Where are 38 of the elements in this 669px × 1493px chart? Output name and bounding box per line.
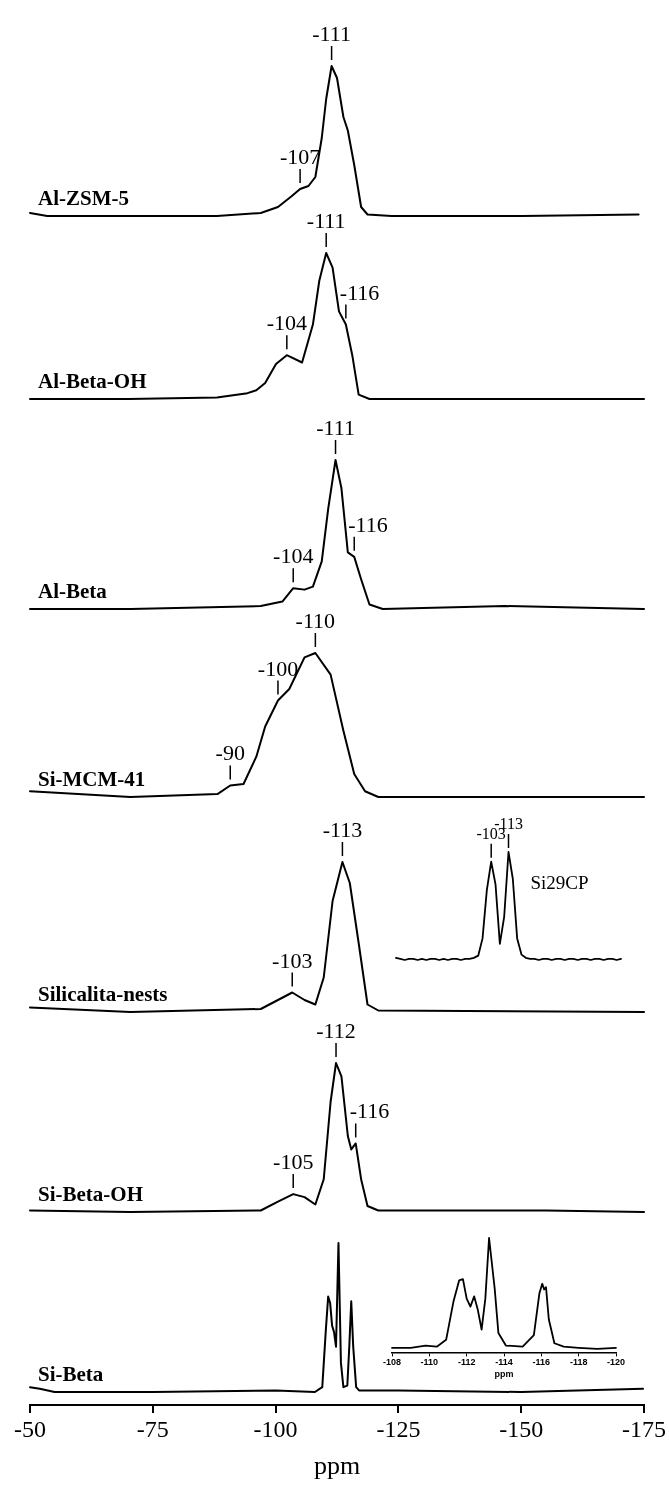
annotation: -116 bbox=[348, 511, 388, 537]
series-label: Silicalita-nests bbox=[38, 982, 168, 1006]
annotation: -100 bbox=[257, 655, 299, 681]
annotation: -104 bbox=[266, 310, 307, 336]
annotation: -103 bbox=[272, 947, 313, 973]
annotation: -111 bbox=[312, 21, 351, 46]
x-tick-label: -112 bbox=[457, 1357, 476, 1368]
series-label: Al-ZSM-5 bbox=[38, 186, 129, 210]
series-label: Si-MCM-41 bbox=[38, 767, 146, 791]
annotation: -110 bbox=[295, 608, 336, 633]
series-label: Al-Beta bbox=[38, 579, 108, 603]
x-axis-title: ppm bbox=[494, 1369, 514, 1380]
x-axis-title: ppm bbox=[313, 1451, 361, 1481]
x-tick-label: -118 bbox=[569, 1357, 588, 1368]
x-tick-label: -100 bbox=[253, 1415, 298, 1442]
annotation: -113 bbox=[322, 817, 363, 842]
x-tick-label: -125 bbox=[376, 1415, 421, 1442]
x-tick-label: -120 bbox=[606, 1357, 626, 1368]
annotation: -112 bbox=[316, 1018, 356, 1043]
x-tick-label: -116 bbox=[532, 1357, 551, 1368]
annotation: -111 bbox=[316, 415, 355, 440]
x-tick-label: -114 bbox=[495, 1357, 513, 1368]
series-label: Si-Beta-OH bbox=[38, 1182, 143, 1206]
x-tick-label: -110 bbox=[420, 1357, 439, 1368]
annotation: -111 bbox=[306, 208, 346, 233]
series-label: Si29CP bbox=[530, 871, 589, 893]
x-tick-label: -75 bbox=[136, 1415, 169, 1442]
series-label: Si-Beta bbox=[38, 1362, 104, 1387]
x-tick-label: -175 bbox=[622, 1415, 666, 1442]
annotation: -90 bbox=[215, 740, 245, 766]
x-tick-label: -150 bbox=[499, 1415, 544, 1442]
x-tick-label: -50 bbox=[14, 1415, 46, 1442]
x-tick-label: -108 bbox=[382, 1357, 402, 1368]
annotation: -104 bbox=[273, 543, 314, 569]
annotation: -116 bbox=[339, 279, 380, 305]
series-label: Al-Beta-OH bbox=[38, 369, 147, 393]
annotation: -105 bbox=[273, 1149, 314, 1175]
annotation: -116 bbox=[349, 1098, 390, 1124]
